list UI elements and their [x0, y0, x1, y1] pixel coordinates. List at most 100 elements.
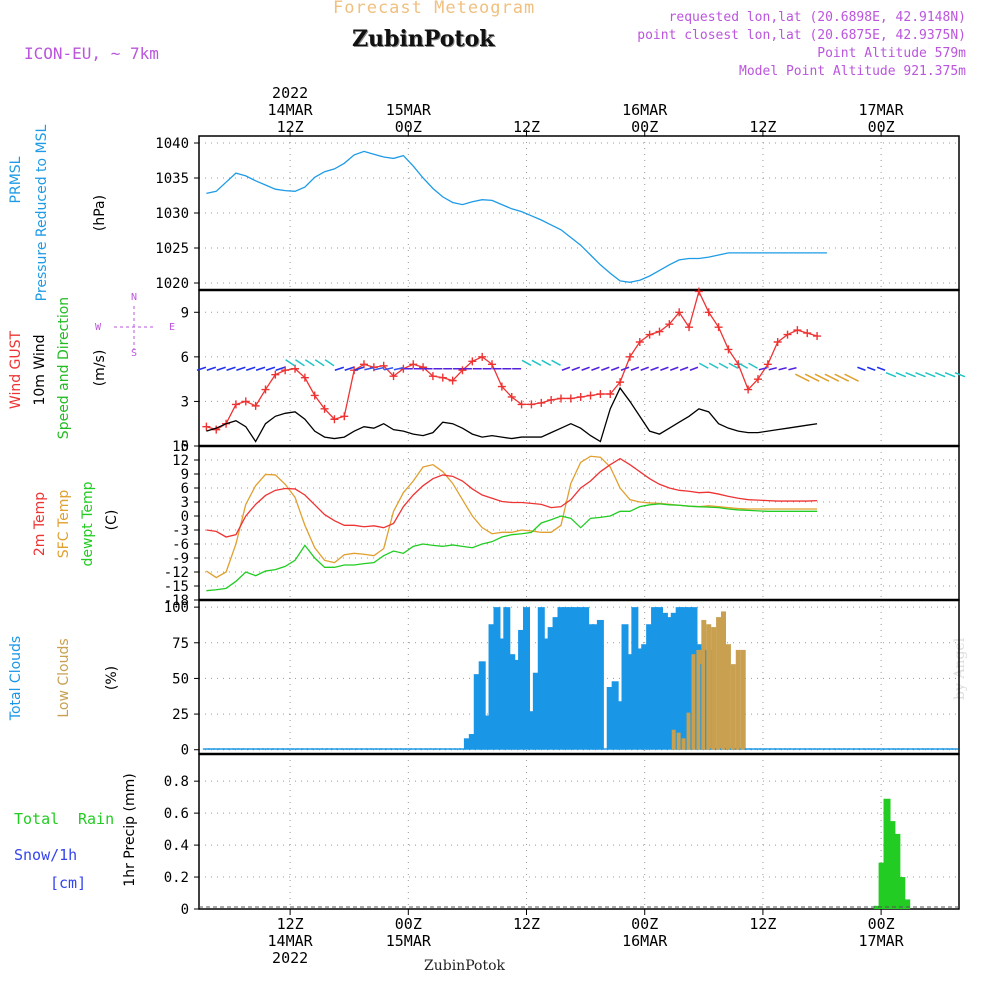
total-cloud-bar: [823, 748, 831, 750]
total-cloud-bar: [380, 748, 388, 750]
total-cloud-bar: [355, 748, 363, 750]
bottom-time-label: 17MAR: [859, 932, 905, 950]
top-time-label: 12Z: [513, 118, 540, 136]
total-cloud-bar: [951, 748, 959, 750]
panel-frame: [198, 445, 960, 601]
y-tick-label: 9: [181, 305, 189, 321]
wind-direction-arrow: [630, 366, 640, 371]
total-cloud-bar: [788, 748, 796, 750]
total-cloud-bar: [651, 607, 659, 750]
model-altitude: Model Point Altitude 921.375m: [739, 64, 966, 79]
gust-point: [271, 370, 280, 379]
wind-direction-arrow: [844, 373, 859, 382]
gust-point: [202, 422, 211, 431]
total-cloud-bar: [941, 748, 949, 750]
rain-bar: [878, 862, 886, 909]
gust-point: [212, 425, 221, 434]
total-cloud-bar: [872, 748, 880, 750]
y-tick-label: 1025: [155, 241, 189, 257]
rain-label: Rain: [78, 810, 114, 828]
gust-point: [813, 332, 822, 341]
compass-cross: [114, 306, 154, 350]
total-cloud-bar: [222, 748, 230, 750]
total-cloud-bar: [591, 624, 599, 750]
closest-coordinates: point closest lon,lat (20.6875E, 42.9375…: [637, 28, 966, 43]
total-cloud-bar: [434, 748, 442, 750]
total-cloud-bar: [257, 748, 265, 750]
total-cloud-bar: [271, 748, 279, 750]
total-cloud-bar: [665, 617, 673, 750]
total-cloud-bar: [473, 674, 481, 750]
rain-bar: [873, 905, 881, 909]
total-cloud-bar: [523, 607, 531, 750]
total-cloud-bar: [769, 748, 777, 750]
total-cloud-bar: [306, 748, 314, 750]
total-cloud-bar: [660, 612, 668, 750]
wind-direction-arrow: [393, 367, 404, 371]
rain-bar: [893, 833, 901, 909]
gust-point: [753, 375, 762, 384]
total-cloud-bar: [483, 715, 491, 750]
bottom-time-label: 2022: [272, 949, 308, 967]
gust-point: [281, 366, 290, 375]
wind-direction-arrow: [738, 362, 749, 369]
wind-direction-arrow: [591, 366, 600, 371]
total-cloud-bar: [902, 748, 910, 750]
total-cloud-bar: [547, 627, 555, 750]
wind-direction-arrow: [788, 367, 797, 371]
low-cloud-bar: [740, 649, 746, 750]
y-tick-label: 75: [172, 636, 189, 652]
total-cloud-bar: [202, 748, 210, 750]
wind-direction-arrow: [601, 366, 610, 371]
total-cloud-bar: [862, 748, 870, 750]
gust-point: [340, 412, 349, 421]
wind-direction-arrow: [206, 366, 217, 371]
top-time-label: 17MAR: [859, 101, 905, 119]
y-tick-label: 0: [181, 509, 189, 525]
total-cloud-bar: [498, 638, 506, 750]
low-cloud-bar: [686, 712, 692, 750]
compass-e: E: [169, 322, 175, 333]
low-cloud-bar: [716, 617, 722, 750]
total-cloud-bar: [611, 681, 619, 750]
low-cloud-bar: [671, 729, 677, 750]
total-cloud-bar: [527, 711, 535, 750]
dewpoint-label: dewpt Temp: [80, 481, 96, 566]
gust-point: [655, 327, 664, 336]
total-cloud-bar: [463, 738, 471, 750]
gust-point: [320, 404, 329, 413]
y-tick-label: 50: [172, 671, 189, 687]
clouds-unit: (%): [104, 666, 120, 690]
panel-frame: [198, 753, 960, 910]
wind-direction-arrow: [689, 366, 699, 371]
total-cloud-bar: [793, 748, 801, 750]
y-tick-label: -15: [164, 579, 189, 595]
wind-direction-arrow: [383, 367, 394, 371]
y-tick-label: 6: [181, 481, 189, 497]
wind-direction-arrow: [804, 373, 820, 382]
low-cloud-bar: [730, 664, 736, 750]
total-cloud-bar: [867, 748, 875, 750]
total-cloud-bar: [429, 748, 437, 750]
total-cloud-bar: [316, 748, 324, 750]
gust-point: [704, 308, 713, 317]
wind-direction-arrow: [768, 367, 777, 371]
gust-point: [803, 329, 812, 338]
total-cloud-bar: [537, 607, 545, 750]
total-cloud-bar: [601, 748, 609, 750]
wind-direction-arrow: [698, 362, 709, 369]
wind-direction-arrow: [679, 366, 689, 371]
gust-point: [665, 320, 674, 329]
gust-point: [773, 338, 782, 346]
low-clouds-label: Low Clouds: [56, 638, 72, 717]
total-cloud-bar: [892, 748, 900, 750]
wind-direction-arrow: [354, 366, 364, 371]
gust-point: [330, 415, 339, 424]
gust-point: [458, 366, 467, 375]
y-tick-label: -12: [164, 565, 189, 581]
wind-direction-arrow: [561, 366, 571, 371]
total-cloud-bar: [301, 748, 309, 750]
y-tick-label: 0.6: [164, 806, 189, 822]
total-cloud-bar: [449, 748, 457, 750]
total-cloud-bar: [488, 624, 496, 750]
